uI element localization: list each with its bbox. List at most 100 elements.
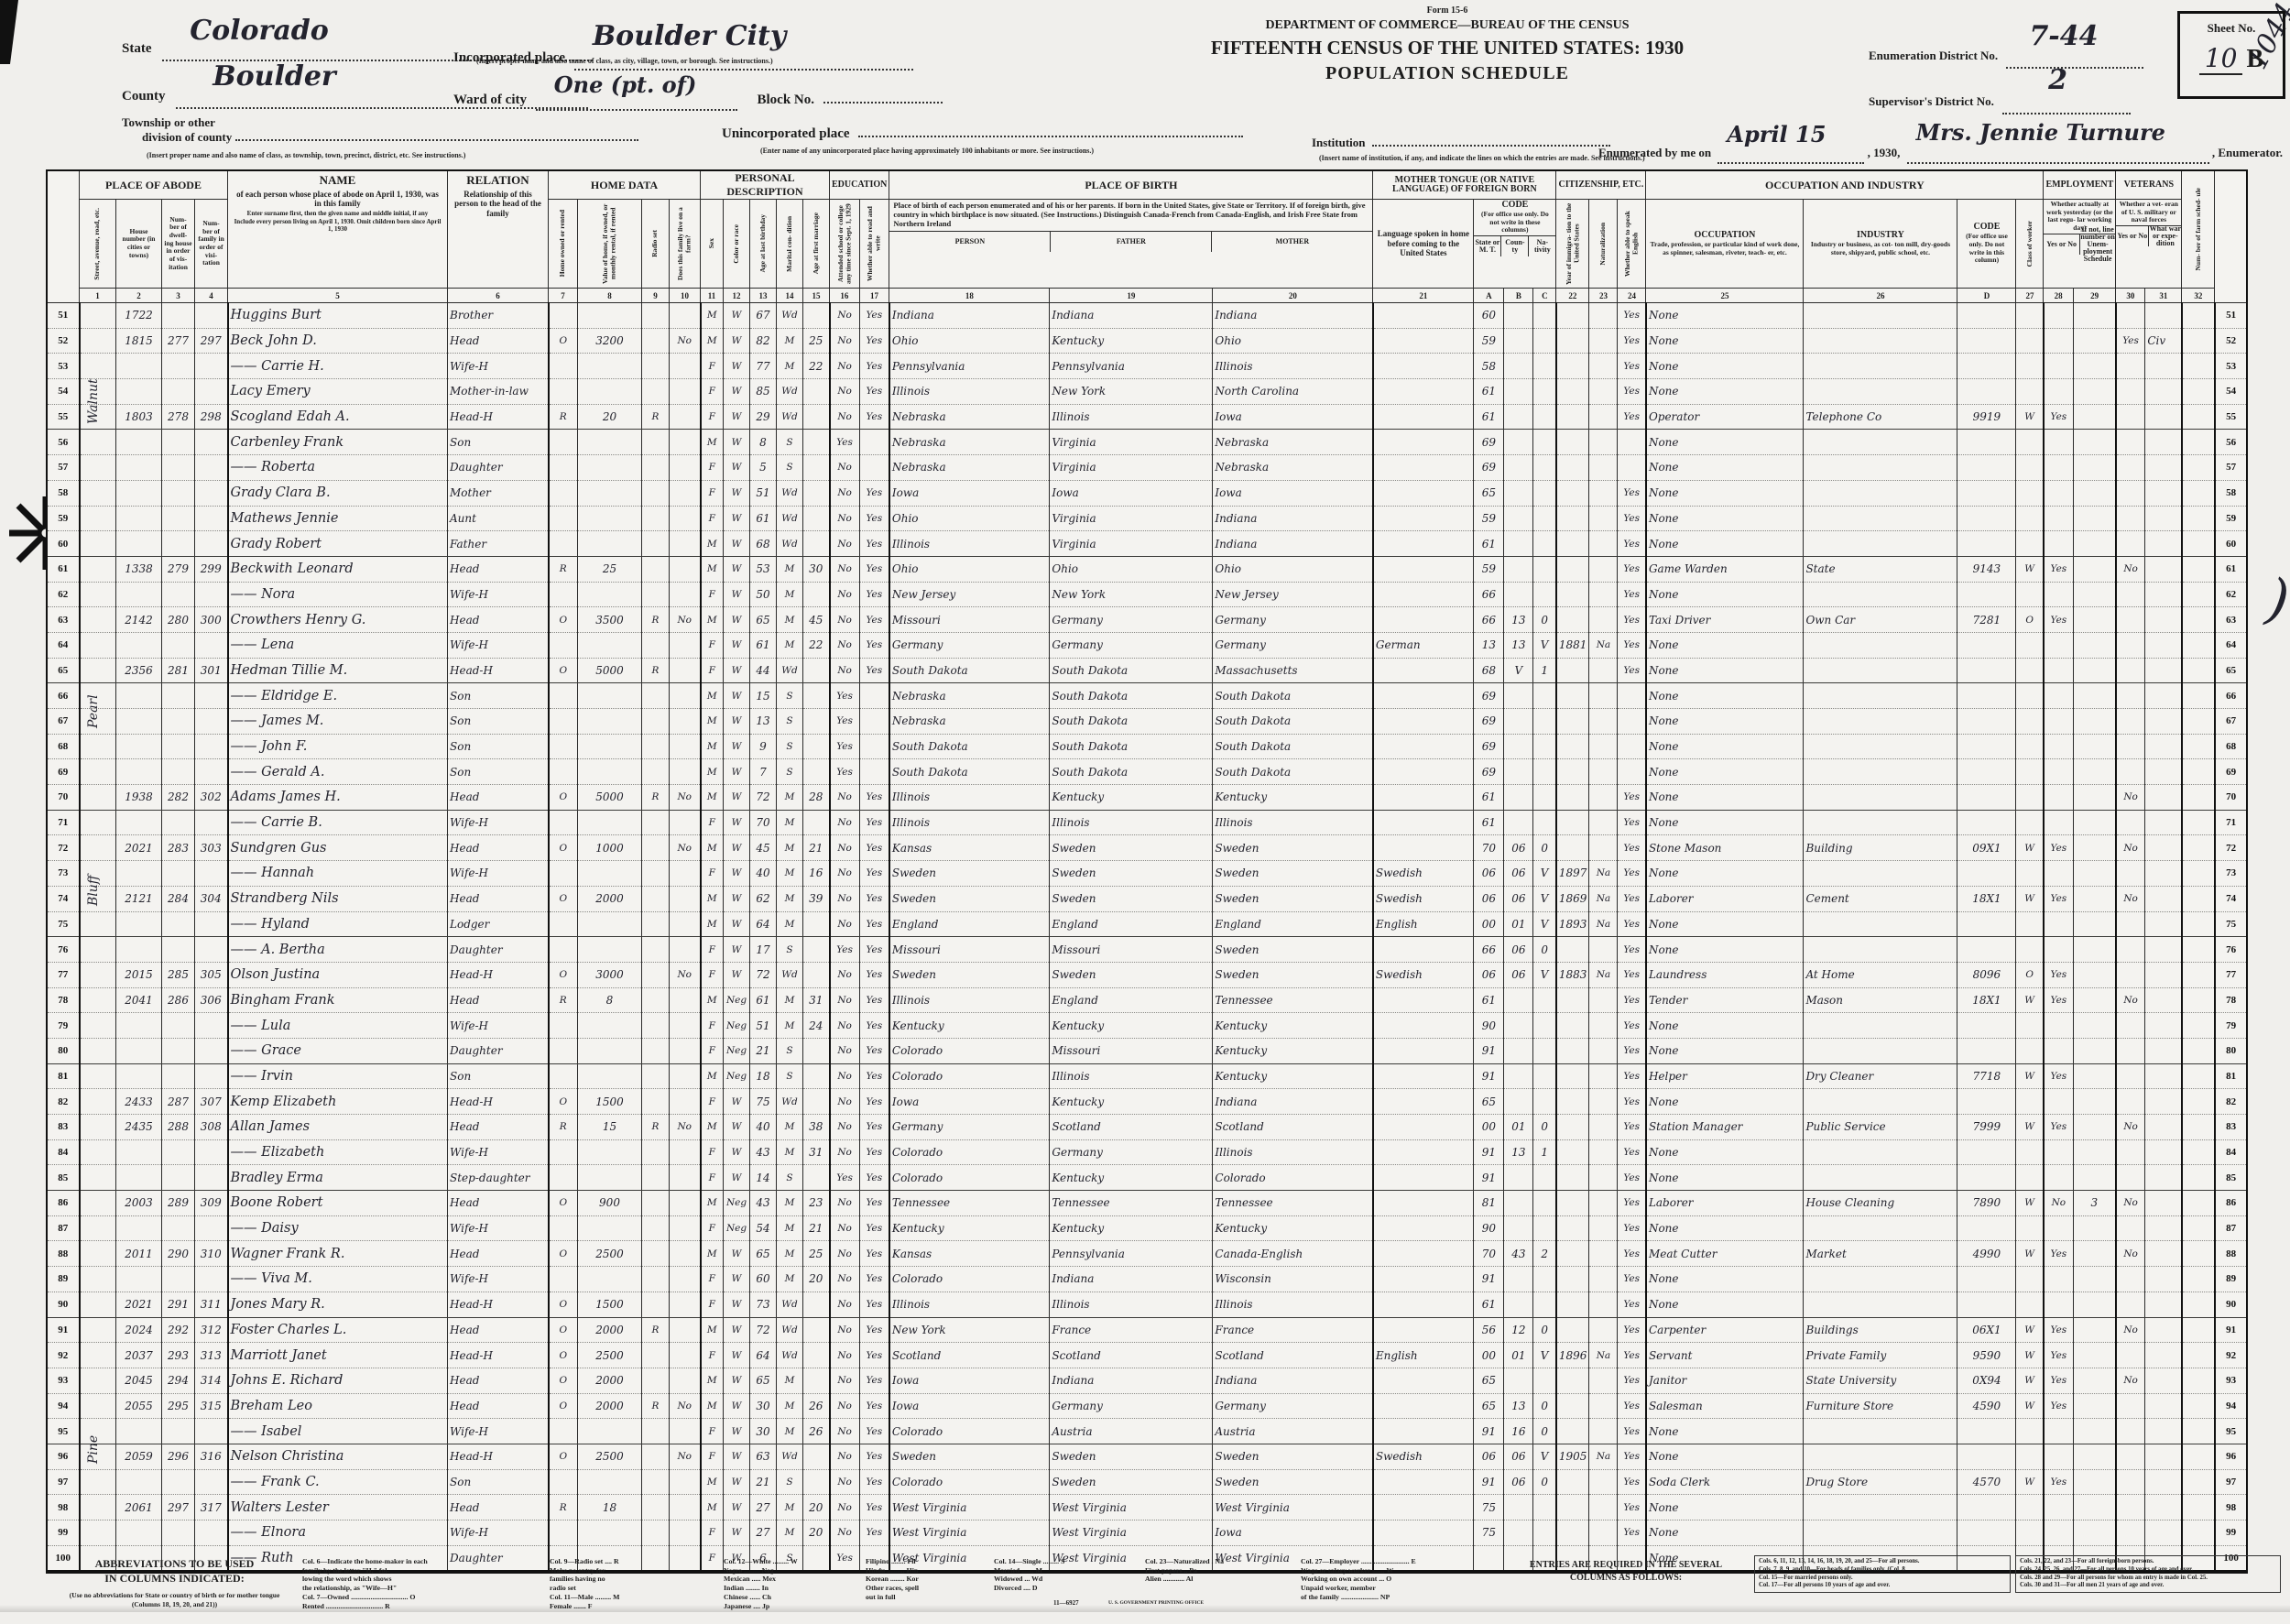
table-row: 81 —— Irvin Son M Neg 18 S No Yes Colorado Illinoi… (46, 1063, 2248, 1090)
cell-cc (1532, 404, 1557, 431)
table-row: 73 —— Hannah Wife-H F W 40 M 16 No Yes Sweden Swede… (46, 860, 2248, 887)
cell-fam: 298 (194, 404, 228, 431)
cell-code: 18X1 (1957, 987, 2017, 1014)
cell-ind: Private Family (1803, 1342, 1958, 1368)
cell-lang (1371, 1469, 1475, 1496)
cell-nat (1588, 1190, 1619, 1216)
cell-own: O (547, 658, 578, 684)
cell-sch: Yes (828, 936, 860, 963)
cell-ind (1803, 784, 1958, 811)
cell-age: 70 (749, 810, 777, 836)
cell-cls (2015, 1266, 2045, 1292)
cell-code (1957, 1545, 2017, 1573)
cell-rel: Head-H (447, 1292, 549, 1318)
cell-ind (1803, 1139, 1958, 1166)
cell-lang (1371, 1088, 1475, 1115)
cell-own: O (547, 1190, 578, 1216)
cell-lang (1371, 1520, 1475, 1546)
cell-cc (1532, 1266, 1557, 1292)
cell-rel: Wife-H (447, 1215, 549, 1242)
cell-lang (1371, 834, 1475, 862)
cell-house: 1338 (115, 556, 162, 583)
cell-own: O (547, 606, 578, 633)
cell-mar: Wd (776, 480, 803, 507)
cell-war (2144, 810, 2183, 836)
cell-ca: 59 (1473, 556, 1505, 583)
cell-war (2144, 1012, 2183, 1039)
cell-code: 8096 (1957, 962, 2017, 988)
cell-dw (161, 480, 195, 507)
cell-own: O (547, 834, 578, 862)
abbreviation-column: Col. 12—White ......... W Negro ........… (724, 1557, 798, 1610)
cell-rw: Yes (858, 1164, 890, 1192)
cell-sch: No (828, 480, 860, 507)
cell-occ: None (1644, 734, 1805, 760)
cell-imm (1554, 1418, 1590, 1444)
cell-occ: None (1644, 530, 1805, 557)
cell-radio (641, 1342, 670, 1368)
cell-dw: 293 (161, 1342, 195, 1368)
cell-lang (1371, 506, 1475, 532)
unincorporated-label: Unincorporated place (722, 126, 1244, 142)
cell-fs (2180, 404, 2216, 431)
line-number: 99 (46, 1520, 80, 1546)
cell-fam (194, 810, 228, 836)
cell-vet: No (2114, 886, 2146, 912)
column-header: 10 (669, 288, 701, 303)
cell-sch: No (828, 1012, 860, 1039)
cell-fam (194, 1266, 228, 1292)
cell-ca: 66 (1473, 606, 1505, 633)
cell-fs (2180, 810, 2216, 836)
table-row: 85 Bradley Erma Step-daughter F W 14 S Yes Yes Co… (46, 1164, 2248, 1192)
cell-unemp (2072, 734, 2117, 760)
cell-emp: Yes (2042, 1342, 2074, 1368)
cell-farm (669, 987, 701, 1014)
cell-imm (1554, 378, 1590, 405)
table-row: 52 1815 277 297 Beck John D. Head O 3200 No M W 82 M… (46, 328, 2248, 354)
cell-mar: Wd (776, 1292, 803, 1318)
cell-ind: Buildings (1803, 1317, 1958, 1344)
cell-race: W (723, 1494, 750, 1520)
cell-unemp (2072, 1393, 2117, 1420)
cell-cb (1503, 1520, 1534, 1546)
line-number: 79 (46, 1012, 80, 1039)
township-label: Township or other division of county (122, 115, 638, 144)
cell-cb (1503, 1292, 1534, 1318)
cell-rel: Son (447, 708, 549, 735)
cell-fs (2180, 429, 2216, 456)
cell-emp (2042, 1215, 2074, 1242)
cell-radio (641, 429, 670, 456)
cell-war (2144, 936, 2183, 963)
cell-sch: No (828, 834, 860, 862)
cell-ind (1803, 734, 1958, 760)
cell-street (78, 658, 116, 684)
cell-age: 14 (749, 1164, 777, 1192)
cell-eng: Yes (1617, 1418, 1647, 1444)
cell-unemp (2072, 582, 2117, 608)
cell-fam (194, 302, 228, 329)
cell-lang (1371, 936, 1475, 963)
cell-eng: Yes (1617, 1190, 1647, 1216)
cell-bf: South Dakota (1049, 682, 1214, 709)
cell-cb: 06 (1503, 962, 1534, 988)
cell-eng: Yes (1617, 556, 1647, 583)
cell-war (2144, 404, 2183, 431)
cell-imm (1554, 1114, 1590, 1140)
cell-bf: Sweden (1049, 834, 1214, 862)
cell-occ: Servant (1644, 1342, 1805, 1368)
cell-eng (1617, 708, 1647, 735)
cell-house: 2121 (115, 886, 162, 912)
cell-agem (802, 911, 830, 938)
cell-val (577, 682, 642, 709)
cell-eng (1617, 682, 1647, 709)
cell-radio: R (641, 1317, 670, 1344)
cell-fs (2180, 936, 2216, 963)
cell-street (78, 911, 116, 938)
cell-radio (641, 1215, 670, 1242)
cell-mar: M (776, 1114, 803, 1140)
cell-name: Huggins Burt (226, 302, 448, 329)
cell-cb (1503, 480, 1534, 507)
cell-street: Pearl (78, 606, 116, 728)
cell-sex: M (699, 1368, 724, 1394)
cell-occ: None (1644, 1088, 1805, 1115)
